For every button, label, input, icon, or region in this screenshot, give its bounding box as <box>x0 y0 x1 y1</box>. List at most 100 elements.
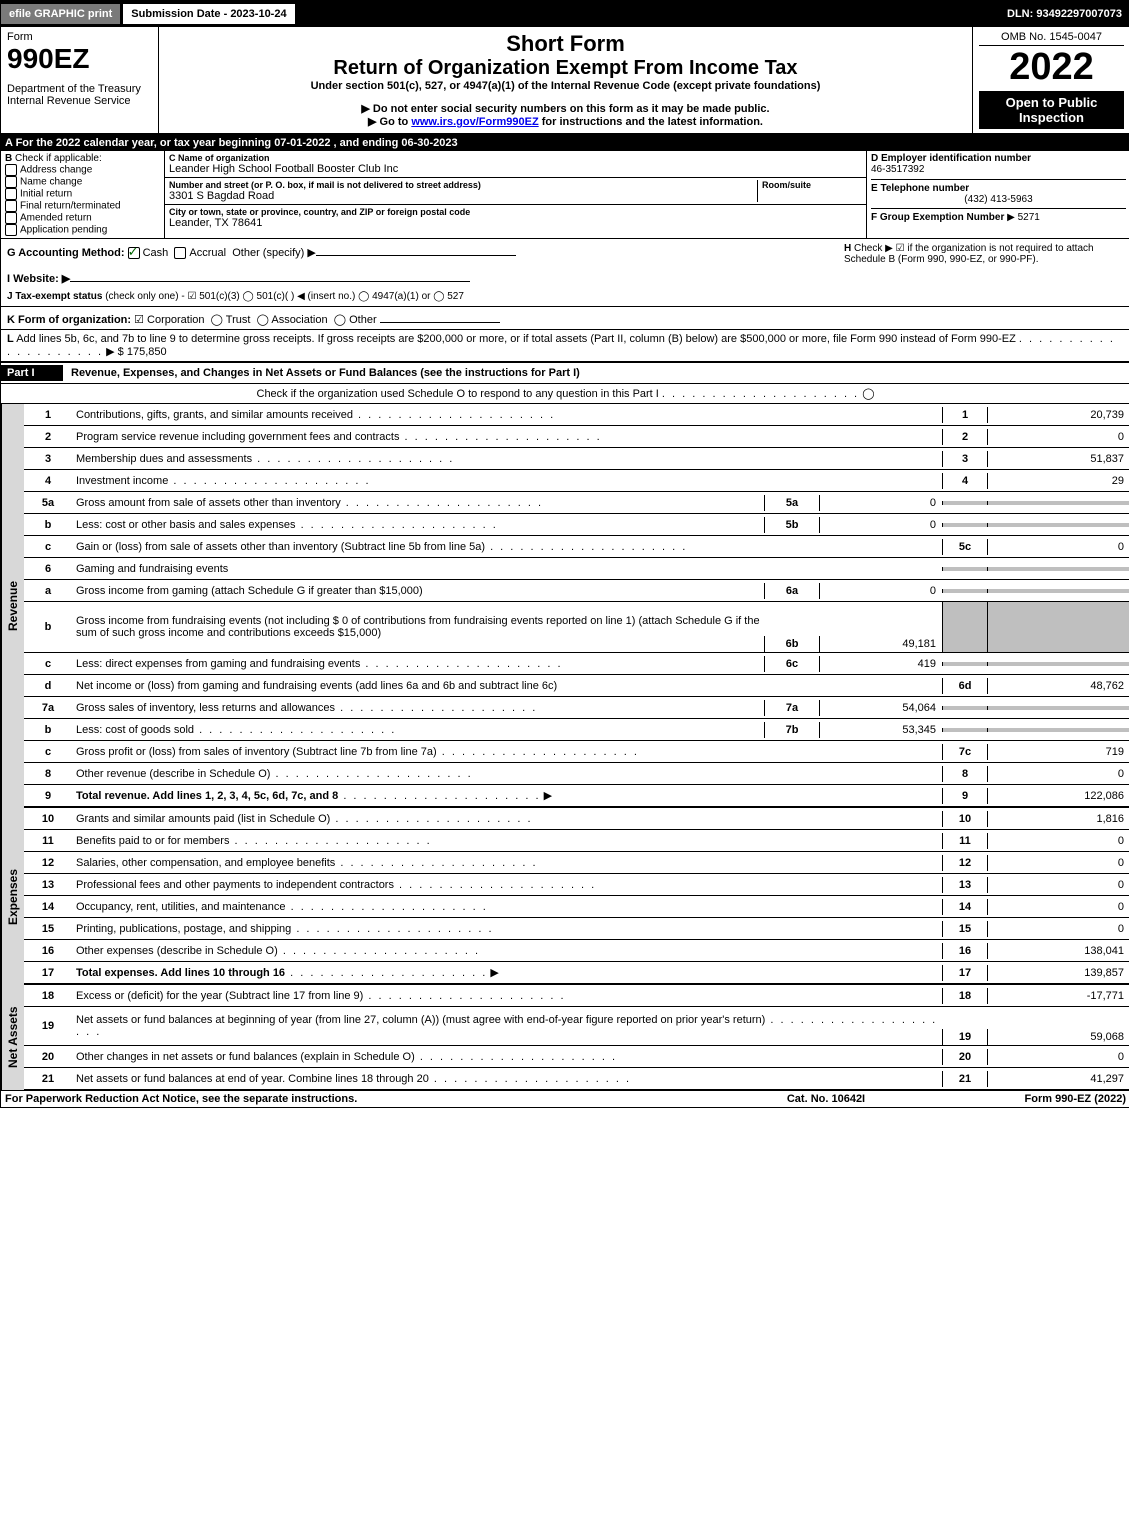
l18-box: 18 <box>942 988 987 1004</box>
l6a-desc: Gross income from gaming (attach Schedul… <box>72 585 764 597</box>
cb-amended-return[interactable] <box>5 212 17 224</box>
l-arrow: ▶ $ <box>106 346 124 358</box>
l7a-greybox <box>942 706 987 710</box>
l8-val: 0 <box>987 766 1129 782</box>
cb-application-pending[interactable] <box>5 224 17 236</box>
lbl-other: Other (specify) ▶ <box>232 247 316 259</box>
j-opt2: ◯ 501(c)( ) ◀ (insert no.) <box>243 291 356 302</box>
org-city: Leander, TX 78641 <box>169 217 862 229</box>
cb-name-change[interactable] <box>5 176 17 188</box>
l1-num: 1 <box>24 409 72 421</box>
section-j: J Tax-exempt status (check only one) - ☑… <box>7 291 844 302</box>
cb-accrual[interactable] <box>174 247 186 259</box>
lbl-amended-return: Amended return <box>20 213 92 224</box>
l21-desc: Net assets or fund balances at end of ye… <box>72 1073 942 1085</box>
section-de: D Employer identification number 46-3517… <box>867 151 1129 238</box>
l11-num: 11 <box>24 835 72 847</box>
cb-address-change[interactable] <box>5 164 17 176</box>
l6c-sub: 6c <box>764 656 819 672</box>
l21-val: 41,297 <box>987 1071 1129 1087</box>
l2-val: 0 <box>987 429 1129 445</box>
l16-num: 16 <box>24 945 72 957</box>
l15-box: 15 <box>942 921 987 937</box>
website-line <box>70 269 470 282</box>
revenue-side-label: Revenue <box>1 404 24 808</box>
l3-desc: Membership dues and assessments <box>72 453 942 465</box>
irs-link[interactable]: www.irs.gov/Form990EZ <box>411 116 538 128</box>
part1-checkbox[interactable]: ◯ <box>862 388 874 400</box>
cb-initial-return[interactable] <box>5 188 17 200</box>
k-opt4: ◯ Other <box>334 314 377 326</box>
submission-date: Submission Date - 2023-10-24 <box>122 3 295 25</box>
j-opt3: ◯ 4947(a)(1) or <box>358 291 430 302</box>
l6c-num: c <box>24 658 72 670</box>
note-goto: ▶ Go to www.irs.gov/Form990EZ for instru… <box>165 115 966 128</box>
l10-desc: Grants and similar amounts paid (list in… <box>72 813 942 825</box>
line-8: 8 Other revenue (describe in Schedule O)… <box>24 763 1129 785</box>
lbl-name-change: Name change <box>20 177 82 188</box>
omb-label: OMB No. 1545-0047 <box>979 31 1124 46</box>
l16-desc: Other expenses (describe in Schedule O) <box>72 945 942 957</box>
l4-val: 29 <box>987 473 1129 489</box>
l6-num: 6 <box>24 563 72 575</box>
l10-num: 10 <box>24 813 72 825</box>
revenue-section: Revenue 1 Contributions, gifts, grants, … <box>1 404 1129 808</box>
l6b-sub: 6b <box>764 636 819 652</box>
lbl-accrual: Accrual <box>189 247 226 259</box>
line-5b: b Less: cost or other basis and sales ex… <box>24 514 1129 536</box>
l5c-desc: Gain or (loss) from sale of assets other… <box>72 541 942 553</box>
l7b-num: b <box>24 724 72 736</box>
c-name-label: C Name of organization <box>169 153 862 163</box>
section-g: G Accounting Method: Cash Accrual Other … <box>7 243 844 302</box>
l6a-greybox <box>942 589 987 593</box>
b-check-if: Check if applicable: <box>15 153 102 164</box>
l11-box: 11 <box>942 833 987 849</box>
org-name: Leander High School Football Booster Clu… <box>169 163 862 175</box>
form-number: 990EZ <box>7 43 152 75</box>
l5a-num: 5a <box>24 497 72 509</box>
h-text: Check ▶ ☑ if the organization is not req… <box>844 243 1094 265</box>
form-word: Form <box>7 31 152 43</box>
l5b-greyval <box>987 523 1129 527</box>
k-other-line <box>380 310 500 323</box>
section-c: C Name of organization Leander High Scho… <box>165 151 867 238</box>
line-2: 2 Program service revenue including gove… <box>24 426 1129 448</box>
cb-cash[interactable] <box>128 247 140 259</box>
l19-desc: Net assets or fund balances at beginning… <box>72 1014 942 1038</box>
l17-desc: Total expenses. Add lines 10 through 16 <box>76 967 285 979</box>
l19-val: 59,068 <box>987 1029 1129 1045</box>
k-opt2: ◯ Trust <box>211 314 251 326</box>
l5c-box: 5c <box>942 539 987 555</box>
year-box: OMB No. 1545-0047 2022 Open to Public In… <box>973 27 1129 133</box>
line-11: 11 Benefits paid to or for members 11 0 <box>24 830 1129 852</box>
l5a-desc: Gross amount from sale of assets other t… <box>72 497 764 509</box>
c-street-label: Number and street (or P. O. box, if mail… <box>169 180 757 190</box>
efile-label[interactable]: efile GRAPHIC print <box>1 4 120 24</box>
dln-label: DLN: 93492297007073 <box>999 4 1129 24</box>
line-15: 15 Printing, publications, postage, and … <box>24 918 1129 940</box>
l9-val: 122,086 <box>987 788 1129 804</box>
l6-desc: Gaming and fundraising events <box>72 563 942 575</box>
form-header: Form 990EZ Department of the Treasury In… <box>1 27 1129 135</box>
line-6c: c Less: direct expenses from gaming and … <box>24 653 1129 675</box>
l6b-greyval <box>987 602 1129 652</box>
l11-val: 0 <box>987 833 1129 849</box>
l16-box: 16 <box>942 943 987 959</box>
k-label: K Form of organization: <box>7 314 131 326</box>
row-gh: G Accounting Method: Cash Accrual Other … <box>1 239 1129 307</box>
note-goto-prefix: ▶ Go to <box>368 116 411 128</box>
l6c-greyval <box>987 662 1129 666</box>
irs-label: Internal Revenue Service <box>7 95 152 107</box>
l15-desc: Printing, publications, postage, and shi… <box>72 923 942 935</box>
l4-box: 4 <box>942 473 987 489</box>
l17-desc-wrap: Total expenses. Add lines 10 through 16 … <box>72 966 942 979</box>
l5b-subval: 0 <box>819 517 942 533</box>
l5b-num: b <box>24 519 72 531</box>
l6-greybox <box>942 567 987 571</box>
l13-num: 13 <box>24 879 72 891</box>
l9-box: 9 <box>942 788 987 804</box>
section-a: A For the 2022 calendar year, or tax yea… <box>1 135 1129 151</box>
l17-box: 17 <box>942 965 987 981</box>
cb-final-return[interactable] <box>5 200 17 212</box>
l17-num: 17 <box>24 967 72 979</box>
